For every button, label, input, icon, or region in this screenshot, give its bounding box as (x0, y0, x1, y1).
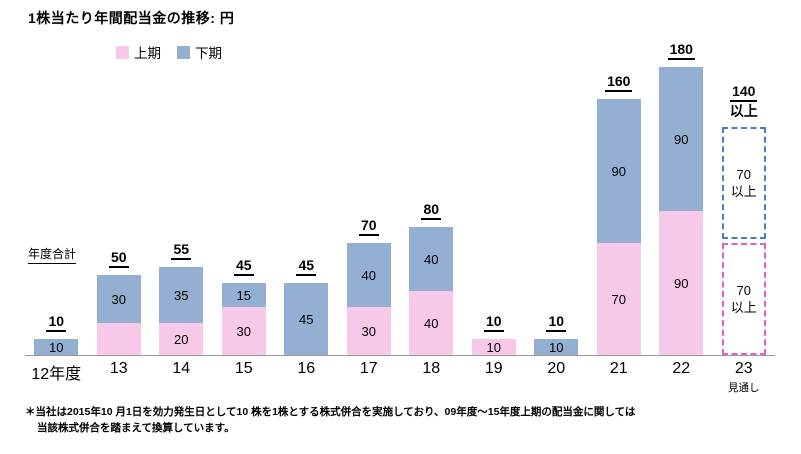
category-label: 16 (297, 360, 316, 377)
forecast-segment-note: 以上 (730, 184, 757, 199)
legend-item-second-half: 下期 (177, 42, 222, 62)
total-label: 10 (463, 313, 525, 332)
bar-segment-second-half: 40 (346, 243, 391, 307)
category-label: 23 (734, 360, 753, 377)
bar-segment-first-half: 70 (596, 243, 641, 355)
bar-segment-first-half: 20 (159, 323, 204, 355)
total-value: 160 (605, 73, 633, 92)
chart-title: 1株当たり年間配当金の推移: 円 (28, 10, 235, 26)
bar-segment-second-half: 30 (96, 275, 141, 323)
bar-segment-first-half: 10 (471, 339, 516, 355)
total-value: 10 (483, 313, 504, 332)
total-value: 10 (46, 313, 67, 332)
forecast-total-note: 以上 (729, 103, 758, 119)
total-label: 10 (25, 313, 87, 332)
bar-segment-second-half: 40 (409, 227, 454, 291)
total-value: 55 (171, 241, 192, 260)
category-label: 14 (172, 360, 191, 377)
category-label: 18 (422, 360, 441, 377)
total-value: 45 (296, 257, 317, 276)
legend-swatch-first-half (116, 45, 129, 59)
category-label: 13 (109, 360, 128, 377)
total-value: 80 (421, 201, 442, 220)
legend: 上期 下期 (116, 42, 222, 62)
total-value: 70 (358, 217, 379, 236)
forecast-box-first-half: 70 以上 (721, 243, 766, 355)
bar-segment-first-half: 30 (221, 307, 266, 355)
category-label: 21 (609, 360, 628, 377)
legend-label-second-half: 下期 (195, 46, 222, 61)
forecast-segment-value: 70 (736, 167, 751, 182)
total-label: 55 (150, 241, 212, 260)
forecast-segment-value: 70 (736, 283, 751, 298)
forecast-segment-note: 以上 (730, 300, 757, 315)
category-label: 22 (672, 360, 691, 377)
total-label: 45 (275, 257, 337, 276)
annual-total-caption: 年度合計 (28, 245, 77, 264)
total-label: 70 (338, 217, 400, 236)
category-label: 19 (484, 360, 503, 377)
total-value: 180 (667, 41, 695, 60)
total-label: 50 (88, 249, 150, 268)
category-label: 12年度 (31, 366, 82, 383)
category-label: 20 (547, 360, 566, 377)
total-label: 180 (650, 41, 712, 60)
bar-segment-second-half: 90 (659, 67, 704, 211)
forecast-box-second-half: 70 以上 (721, 127, 766, 239)
total-value: 50 (108, 249, 129, 268)
category-label: 17 (359, 360, 378, 377)
bar-segment-first-half: 90 (659, 211, 704, 355)
total-label: 160 (588, 73, 650, 92)
total-label: 45 (213, 257, 275, 276)
bar-segment-second-half: 35 (159, 267, 204, 323)
forecast-total-value: 140 (730, 83, 758, 102)
bar-segment-second-half: 15 (221, 283, 266, 307)
bar-segment-second-half: 90 (596, 99, 641, 243)
legend-label-first-half: 上期 (134, 46, 161, 61)
total-value: 10 (546, 313, 567, 332)
total-label: 80 (400, 201, 462, 220)
footnote-line-1: ＊当社は2015年10 月1日を効力発生日として10 株を1株とする株式併合を実… (25, 406, 636, 418)
bar-segment-first-half: 30 (346, 307, 391, 355)
forecast-category-note: 見通し (728, 382, 760, 394)
x-axis-line (25, 355, 775, 356)
forecast-total-label: 140 以上 (709, 81, 779, 121)
category-label: 15 (234, 360, 253, 377)
total-label: 10 (525, 313, 587, 332)
total-value: 45 (233, 257, 254, 276)
bar-segment-second-half: 10 (534, 339, 579, 355)
bar-segment-second-half: 10 (34, 339, 79, 355)
bar-segment-second-half: 45 (284, 283, 329, 355)
footnote-line-2: 当該株式併合を踏まえて換算しています。 (37, 422, 235, 435)
footnote: ＊当社は2015年10 月1日を効力発生日として10 株を1株とする株式併合を実… (25, 404, 635, 437)
legend-swatch-second-half (177, 45, 190, 59)
bar-segment-first-half (96, 323, 141, 355)
legend-item-first-half: 上期 (116, 42, 161, 62)
bar-segment-first-half: 40 (409, 291, 454, 355)
